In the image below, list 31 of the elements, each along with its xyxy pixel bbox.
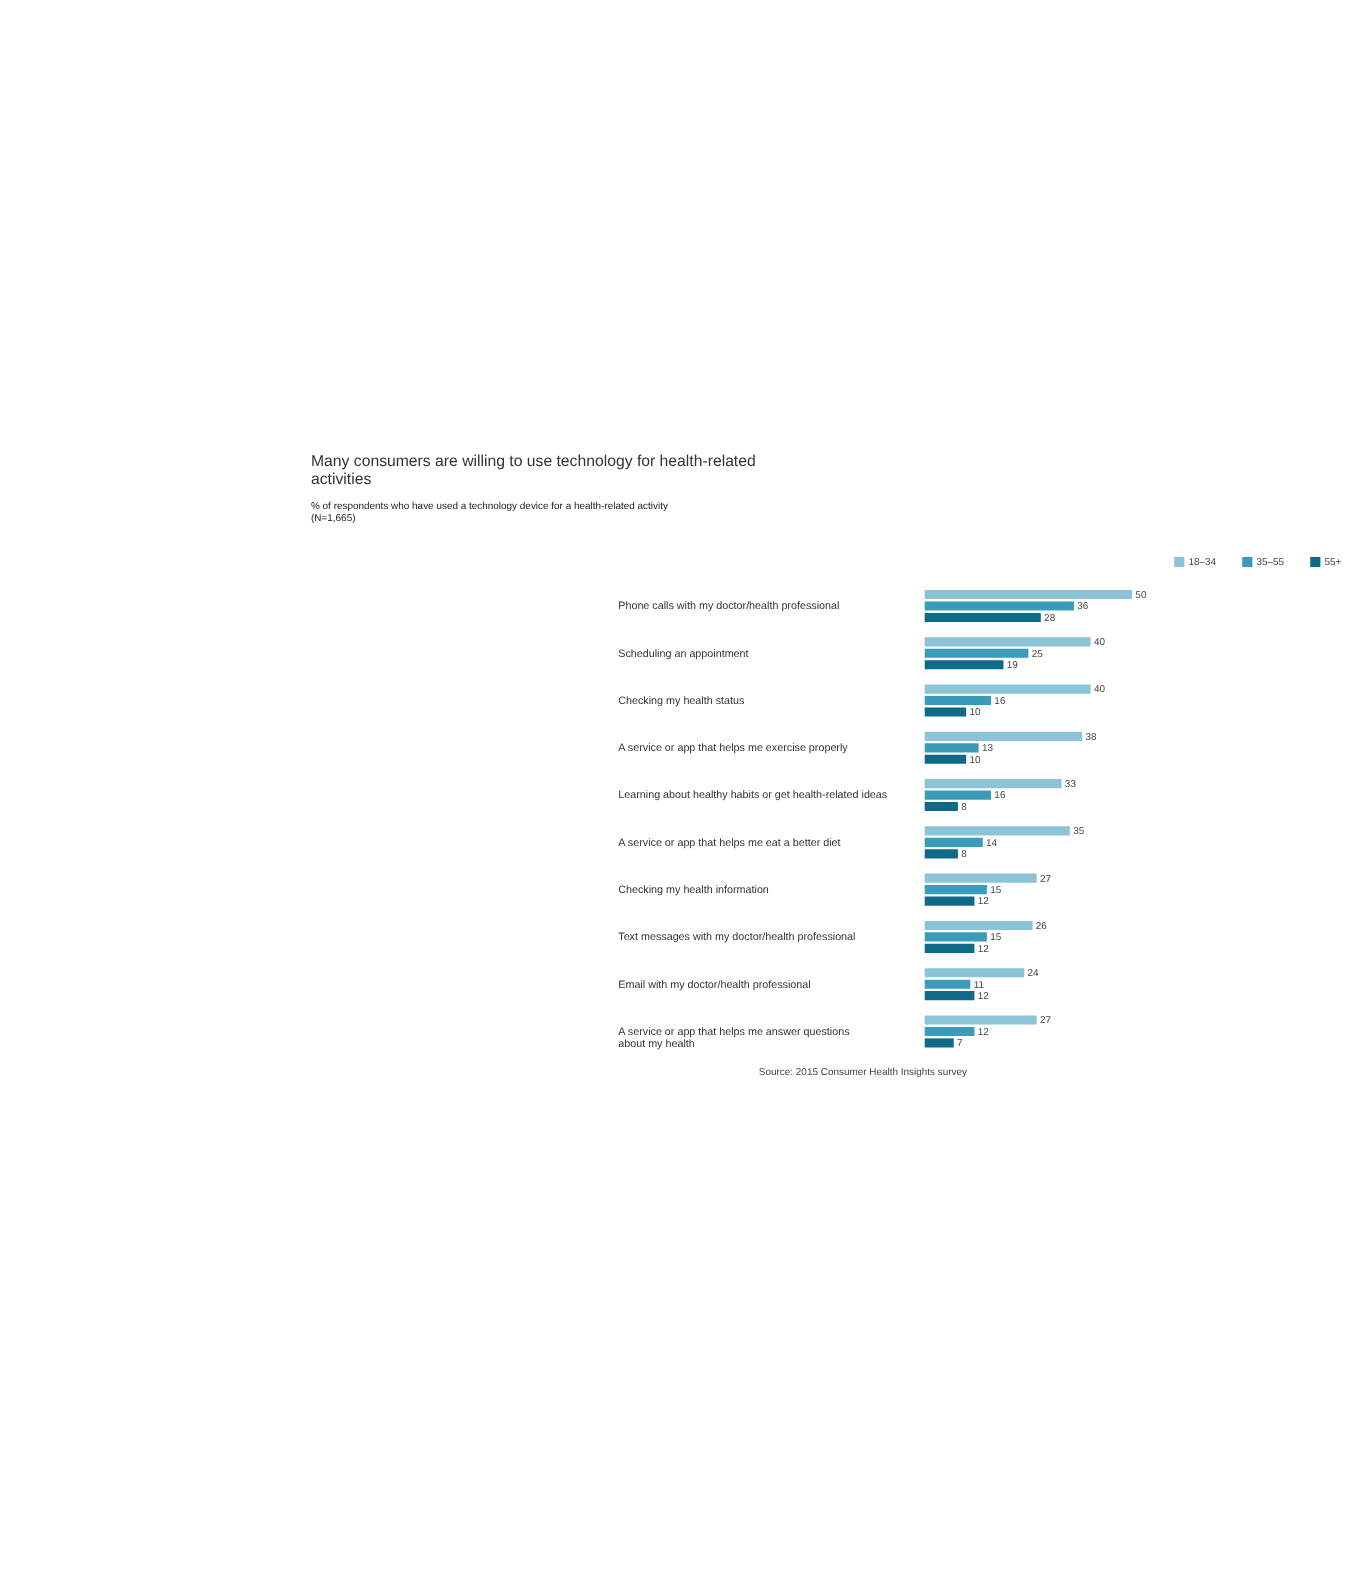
bar: [924, 684, 1091, 694]
bar: [924, 1015, 1037, 1025]
bar: [924, 979, 971, 989]
bar: [924, 968, 1025, 978]
bar: [924, 873, 1037, 883]
bar: [924, 826, 1070, 836]
bar: [924, 660, 1004, 670]
bar: [924, 1038, 954, 1048]
bar: [924, 790, 992, 800]
bar: [924, 754, 967, 764]
bar: [924, 743, 979, 753]
bar: [924, 920, 1033, 931]
bar: [924, 589, 1133, 600]
bar: [924, 802, 958, 812]
bar: [924, 991, 975, 1001]
bar: [924, 849, 958, 859]
text: Many consumers are willing to use technology for health-related activities: [311, 452, 756, 488]
bar: [924, 601, 1074, 611]
bar: [924, 943, 975, 953]
bar: [924, 885, 987, 895]
bar: [924, 896, 975, 906]
bar: [924, 648, 1029, 658]
bar: [924, 837, 983, 847]
bar: [924, 696, 992, 706]
bar: [924, 779, 1062, 789]
bar: [924, 1026, 975, 1037]
bar: [924, 707, 967, 717]
bar: [924, 612, 1041, 623]
bar: [924, 637, 1091, 647]
bar: [924, 731, 1083, 741]
bar: [924, 932, 987, 942]
